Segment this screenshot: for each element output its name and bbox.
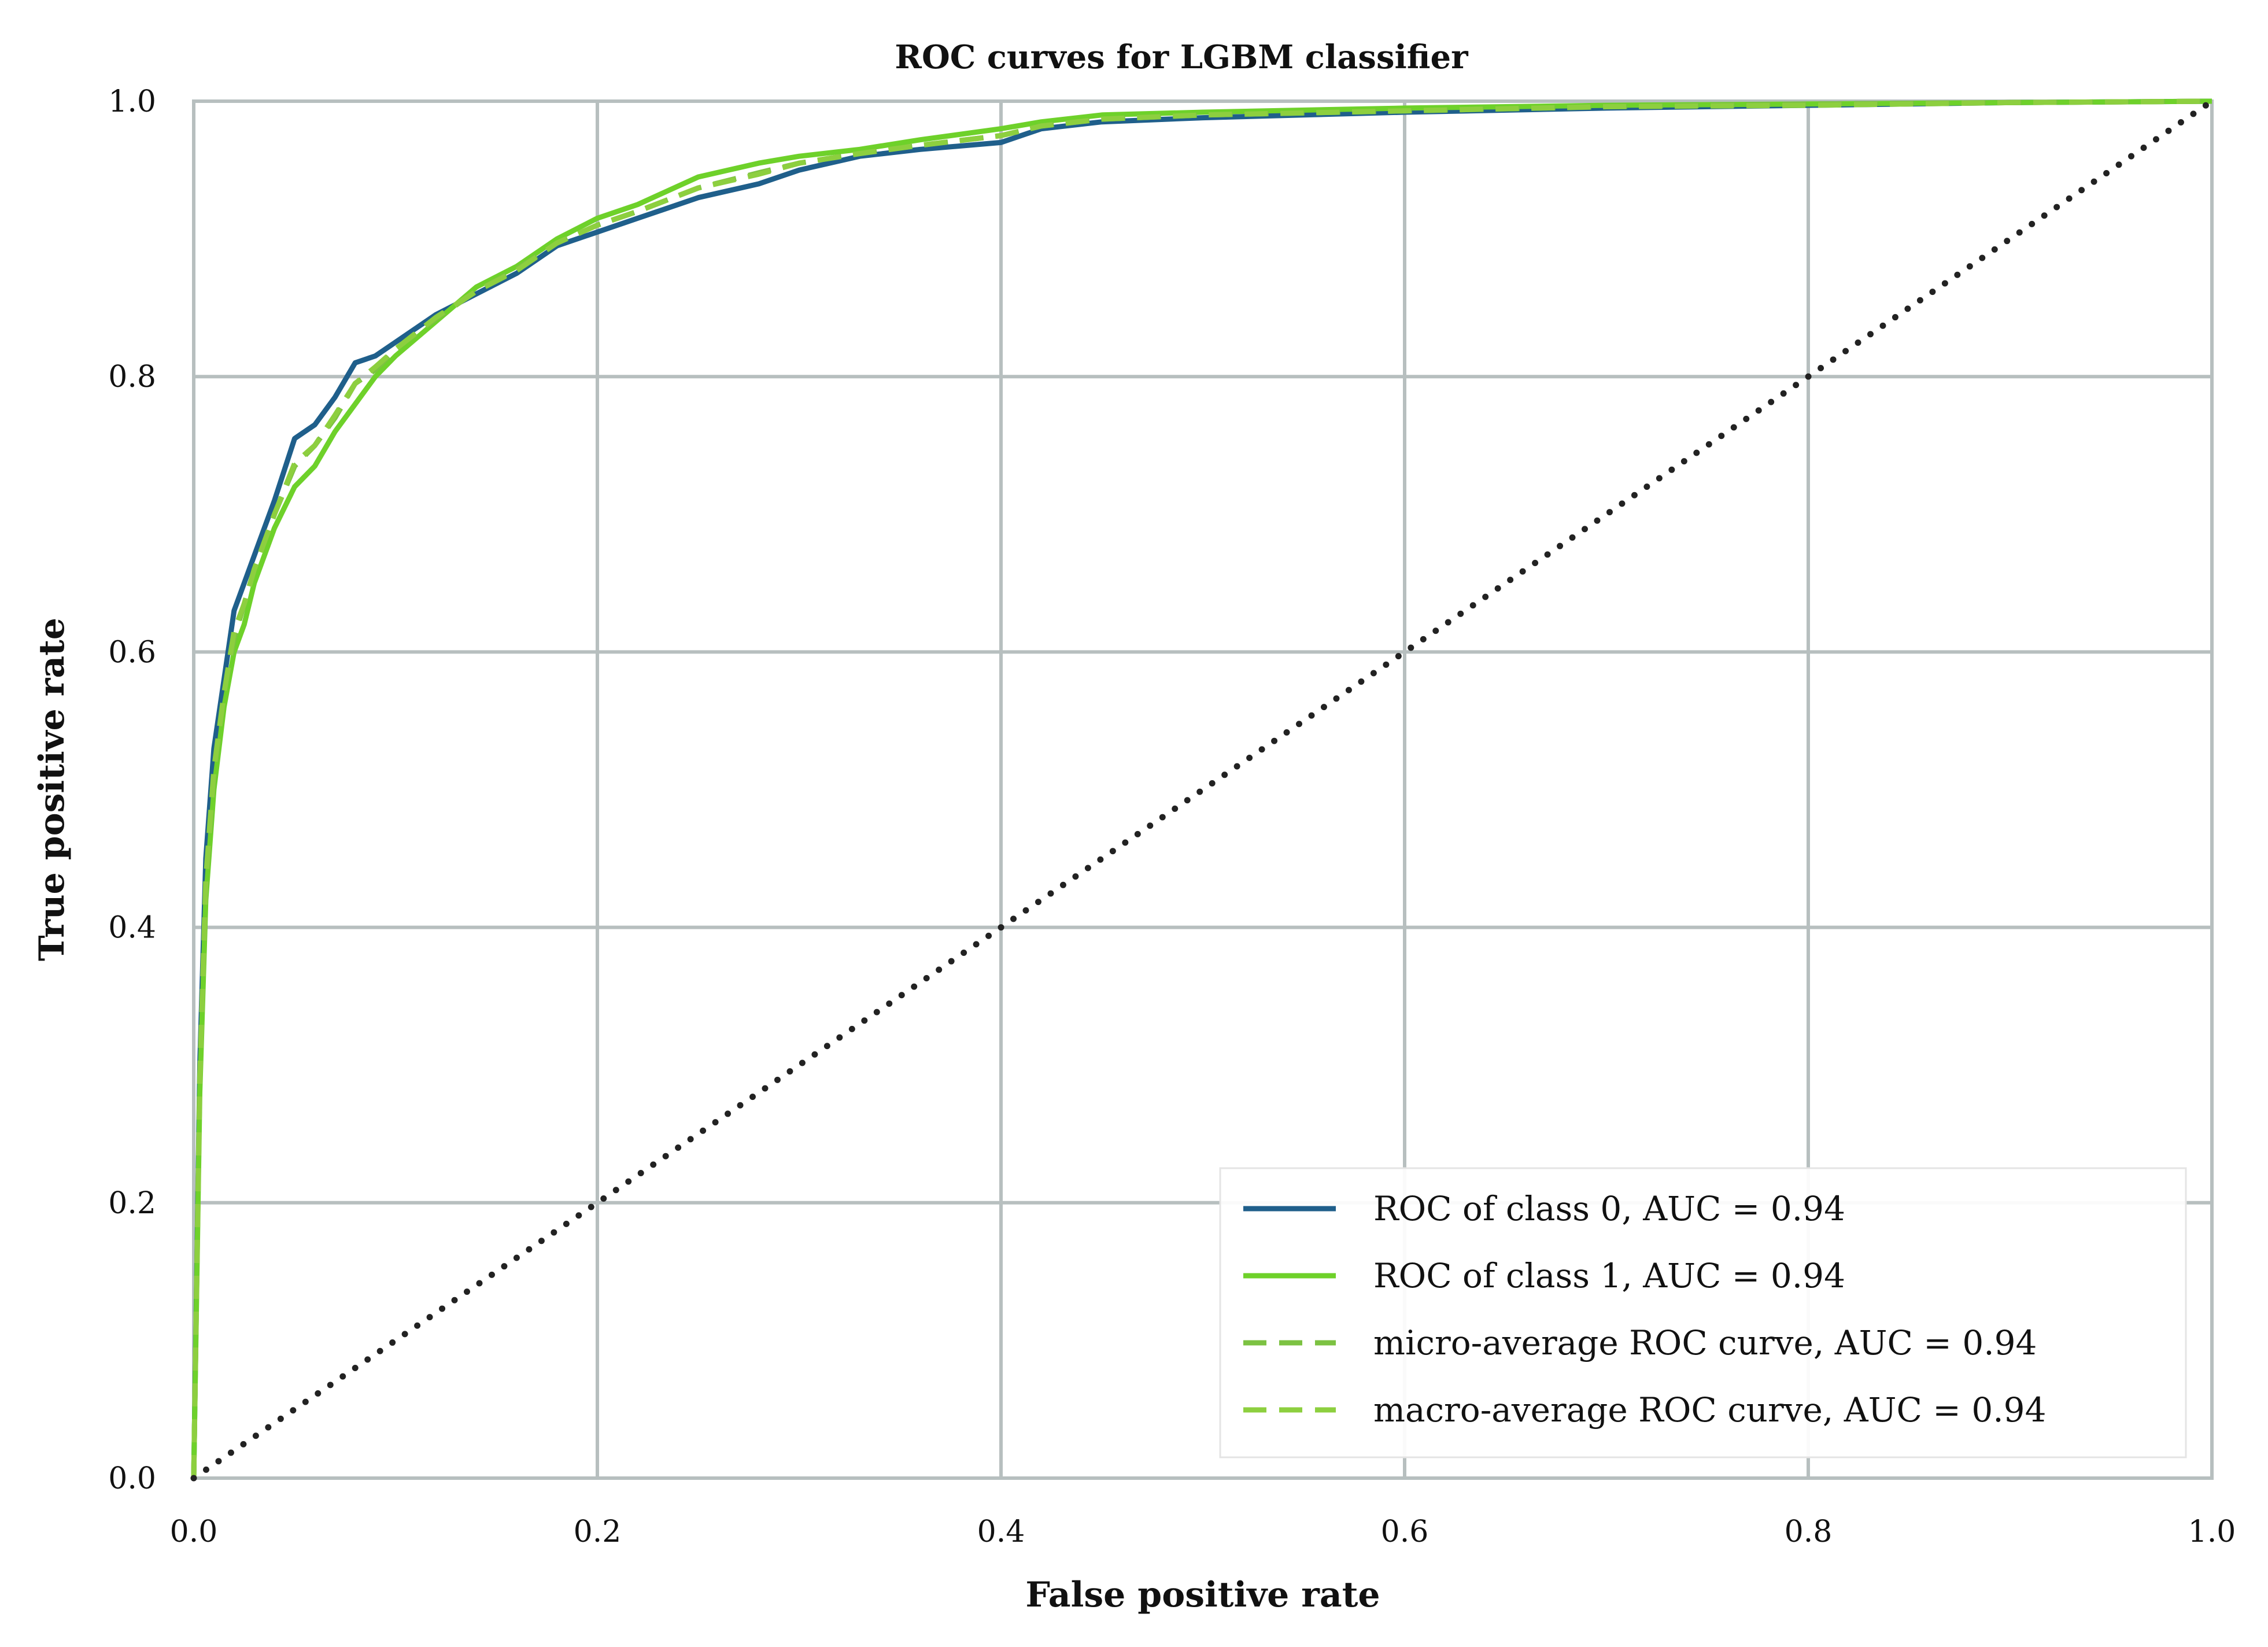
x-tick-label: 0.4 [977, 1515, 1025, 1549]
x-tick-label: 0.2 [574, 1515, 622, 1549]
legend-label: macro-average ROC curve, AUC = 0.94 [1373, 1390, 2046, 1430]
legend-box [1219, 1167, 2187, 1458]
series-line-3 [191, 98, 2212, 1479]
chart-title: ROC curves for LGBM classifier [895, 38, 1469, 76]
y-tick-label: 0.6 [108, 635, 156, 670]
x-tick-label: 1.0 [2188, 1515, 2236, 1549]
x-tick-label: 0.0 [170, 1515, 218, 1549]
grid [192, 99, 2214, 1480]
y-axis-label: True positive rate [32, 618, 72, 961]
plot-frame [192, 99, 2214, 1480]
y-tick-label: 0.8 [108, 360, 156, 394]
y-tick-label: 0.2 [108, 1186, 156, 1221]
x-tick-label: 0.6 [1381, 1515, 1429, 1549]
series-line-0 [191, 98, 2212, 1479]
y-tick-label: 1.0 [108, 84, 156, 119]
y-tick-labels: 0.0 0.2 0.4 0.6 0.8 1.0 [108, 84, 156, 1496]
y-tick-label: 0.4 [108, 911, 156, 946]
y-tick-label: 0.0 [108, 1461, 156, 1496]
x-axis-label: False positive rate [1025, 1575, 1380, 1615]
chance-diagonal-line [190, 98, 2215, 1482]
legend-label: ROC of class 0, AUC = 0.94 [1373, 1189, 1845, 1228]
x-tick-label: 0.8 [1785, 1515, 1833, 1549]
series-lines [190, 98, 2215, 1482]
x-tick-labels: 0.0 0.2 0.4 0.6 0.8 1.0 [170, 1515, 2236, 1549]
legend-label: ROC of class 1, AUC = 0.94 [1373, 1256, 1845, 1295]
legend: ROC of class 0, AUC = 0.94 ROC of class 1… [1219, 1167, 2187, 1458]
legend-label: micro-average ROC curve, AUC = 0.94 [1373, 1323, 2037, 1362]
